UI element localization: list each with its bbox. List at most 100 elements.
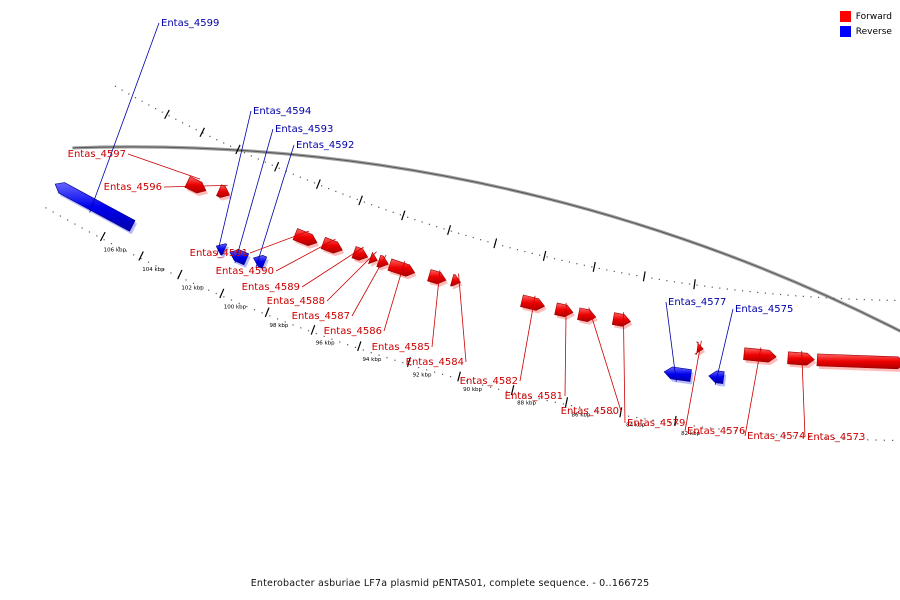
inner-scale-dot	[356, 198, 358, 201]
outer-scale-dot	[185, 279, 187, 281]
inner-scale-dot	[306, 179, 309, 181]
gene-leader-line	[127, 153, 201, 180]
inner-scale-dot	[636, 274, 638, 277]
gene-label: Entas_4576	[687, 426, 745, 437]
outer-scale-dot	[579, 406, 581, 408]
scale-tick	[510, 385, 515, 396]
outer-scale-dot	[74, 223, 76, 225]
inner-scale-dot	[182, 122, 184, 124]
inner-scale-dot	[502, 245, 504, 247]
outer-scale-dot	[636, 416, 638, 419]
inner-scale-dot	[479, 239, 482, 241]
tick-label: 98 kbp	[269, 323, 288, 329]
outer-scale-dot	[767, 433, 770, 435]
inner-scale-dot	[546, 256, 548, 258]
inner-scale-dot	[392, 211, 394, 213]
inner-scale-dot	[817, 296, 820, 298]
tick-label: 102 kbp	[181, 286, 204, 292]
outer-scale-dot	[514, 392, 516, 394]
inner-scale-dot	[299, 176, 301, 178]
outer-scale-dot	[867, 439, 869, 441]
outer-scale-dot	[200, 286, 202, 288]
inner-scale-dot	[711, 286, 713, 288]
inner-scale-dot	[407, 216, 409, 218]
inner-scale-dot	[673, 281, 676, 283]
outer-scale-dot	[693, 425, 695, 427]
outer-scale-dot	[784, 434, 786, 436]
scale-tick	[99, 231, 106, 242]
inner-scale-dot	[848, 298, 850, 300]
outer-scale-dot	[67, 219, 69, 221]
tick-label: 82 kbp	[681, 431, 700, 437]
outer-scale-dot	[825, 437, 827, 439]
inner-scale-tick	[542, 250, 547, 261]
inner-scale-dot	[825, 297, 827, 299]
gene-arrow	[520, 294, 546, 311]
gene-label: Entas_4582	[460, 376, 518, 387]
gene-label: Entas_4589	[242, 282, 300, 293]
outer-scale-dot	[347, 344, 349, 346]
outer-scale-dot	[522, 394, 524, 396]
outer-scale-dot	[45, 207, 47, 209]
inner-scale-dot	[516, 249, 519, 251]
gene-label: Entas_4599	[161, 18, 219, 29]
gene-arrow	[787, 351, 815, 366]
tick-label: 84 kbp	[626, 422, 645, 428]
outer-scale-dot	[323, 335, 325, 338]
inner-scale-dot	[428, 223, 431, 225]
outer-scale-dot	[611, 412, 613, 414]
outer-scale-dot	[701, 426, 704, 428]
inner-scale-tick	[235, 144, 241, 155]
outer-scale-dot	[208, 289, 210, 291]
gene-leader-line	[564, 302, 567, 397]
gene-Entas_4586	[387, 258, 417, 280]
gene-arrow	[663, 366, 692, 382]
inner-scale-dot	[576, 263, 578, 265]
inner-scale-dot	[128, 93, 130, 95]
inner-scale-dot	[321, 185, 323, 187]
outer-scale-dot	[253, 309, 256, 311]
inner-scale-tick	[401, 210, 406, 221]
gene-label: Entas_4597	[68, 149, 126, 160]
inner-scale-dot	[399, 214, 402, 216]
gene-arrow	[216, 184, 230, 198]
outer-scale-dot	[817, 437, 819, 439]
gene-leader-line	[458, 273, 467, 363]
gene-leader-line	[351, 254, 387, 317]
gene-Entas_4592	[252, 255, 269, 272]
outer-scale-dot	[284, 321, 286, 323]
outer-scale-dot	[162, 268, 165, 271]
gene-label: Entas_4592	[296, 140, 354, 151]
inner-scale-dot	[734, 289, 736, 291]
gene-leader-line	[255, 144, 295, 268]
inner-scale-dot	[209, 135, 211, 137]
tick-label: 100 kbp	[224, 304, 247, 310]
outer-scale-dot	[644, 418, 646, 420]
outer-scale-dot	[554, 401, 556, 403]
inner-scale-dot	[257, 158, 259, 160]
outer-scale-dot	[315, 333, 317, 335]
reverse-swatch	[839, 26, 851, 37]
scale-tick	[310, 324, 316, 335]
outer-scale-dot	[238, 302, 240, 304]
forward-swatch	[839, 11, 851, 22]
inner-scale-dot	[134, 97, 137, 99]
outer-scale-dot	[394, 359, 396, 361]
inner-scale-dot	[749, 291, 751, 293]
inner-scale-dot	[168, 115, 170, 117]
outer-scale-dot	[433, 371, 436, 373]
inner-scale-dot	[328, 188, 330, 190]
outer-scale-dot	[800, 435, 803, 438]
inner-scale-dot	[148, 104, 150, 106]
inner-scale-dot	[681, 282, 683, 284]
tick-label: 94 kbp	[362, 357, 381, 363]
outer-scale-dot	[506, 390, 508, 392]
scale-tick	[406, 357, 411, 368]
gene-Entas_4585	[427, 269, 448, 287]
inner-scale-dot	[292, 173, 294, 175]
outer-scale-dot	[125, 250, 127, 252]
outer-scale-dot	[223, 296, 225, 298]
gene-arrow	[611, 312, 631, 327]
backbone-ring-edge	[72, 146, 900, 332]
